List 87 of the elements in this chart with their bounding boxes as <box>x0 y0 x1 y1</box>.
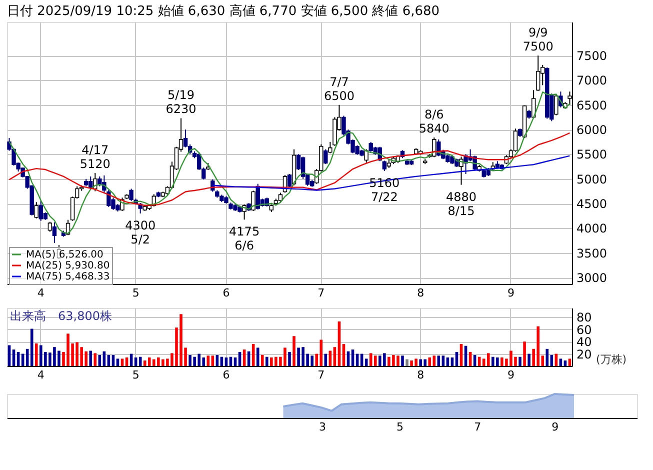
x-tick-label: 9 <box>507 286 514 300</box>
y-tick-label: 7500 <box>576 49 608 64</box>
bar <box>116 358 120 366</box>
candlestick <box>554 94 558 116</box>
bar <box>364 358 368 366</box>
candlestick <box>52 222 57 244</box>
y-tick-label: 4000 <box>576 222 608 236</box>
candlestick <box>382 160 387 172</box>
y-tick-label: 3000 <box>576 271 608 286</box>
y-axis-title: (万株) <box>596 353 627 366</box>
x-tick-label: 5 <box>132 368 140 382</box>
y-tick-label: 6500 <box>576 98 608 112</box>
x-tick-label: 9 <box>507 368 514 382</box>
bar <box>260 355 264 366</box>
bar <box>568 358 572 366</box>
x-tick-label: 8 <box>417 286 424 300</box>
y-tick-label: 7000 <box>576 74 608 88</box>
bar <box>120 358 124 366</box>
x-tick-label: 4 <box>37 368 44 382</box>
bar <box>486 353 490 366</box>
bar <box>256 348 260 366</box>
x-tick-label: 4 <box>37 286 44 300</box>
candlestick <box>287 173 292 188</box>
bar <box>266 356 268 366</box>
candlestick <box>34 202 38 219</box>
x-tick-label: 7 <box>474 420 482 434</box>
annotation: 5/19 6230 <box>166 88 196 116</box>
annotation: 4300 5/2 <box>125 218 156 246</box>
bar <box>8 345 11 366</box>
x-tick-label: 3 <box>319 420 326 434</box>
y-tick-label: 3500 <box>576 246 608 260</box>
bar <box>518 356 522 366</box>
x-tick-label: 5 <box>132 286 140 300</box>
y-tick-label: 20 <box>576 347 592 362</box>
bar <box>328 350 332 366</box>
x-tick-label: 9 <box>552 420 559 434</box>
bar <box>89 350 92 366</box>
candlestick <box>48 221 52 232</box>
bar <box>288 352 291 366</box>
y-tick-label: 5500 <box>576 148 608 162</box>
candlestick <box>328 141 332 154</box>
annotation: 7/7 6500 <box>324 74 354 103</box>
bar <box>528 354 530 366</box>
chart-title: 日付 2025/09/19 10:25 始値 6,630 高値 6,770 安値 6,500 終値 6,680 <box>7 3 440 19</box>
candlestick <box>536 55 540 92</box>
bar <box>292 336 296 366</box>
candlestick <box>251 190 256 212</box>
bar <box>333 347 336 366</box>
y-tick-label: 80 <box>576 310 592 325</box>
bar <box>401 356 404 366</box>
annotation: 9/9 7500 <box>522 26 554 54</box>
x-tick-label: 5 <box>396 420 404 434</box>
bar <box>206 356 210 366</box>
bar <box>442 356 445 366</box>
bar <box>559 358 562 366</box>
line-series <box>8 91 570 234</box>
y-tick-label: 4500 <box>576 197 608 212</box>
candlestick <box>364 148 368 164</box>
candlestick <box>324 148 328 165</box>
bar <box>94 353 97 366</box>
bar <box>211 356 214 366</box>
x-tick-label: 7 <box>318 368 325 382</box>
x-tick-label: 7 <box>318 286 325 300</box>
bar <box>30 328 34 366</box>
annotation: 4/17 5120 <box>80 142 110 171</box>
candlestick <box>459 156 464 186</box>
annotation: 出来高 63,800株 <box>10 309 112 323</box>
annotation: 8/6 5840 <box>418 107 450 136</box>
x-tick-label: 6 <box>222 368 230 382</box>
x-tick-label: 8 <box>417 368 424 382</box>
y-tick-label: 60 <box>576 322 592 337</box>
y-tick-label: 5000 <box>576 172 608 186</box>
y-tick-label: 6000 <box>576 123 608 138</box>
bar <box>523 342 526 366</box>
bar <box>428 357 432 366</box>
legend-label: MA(5) 6,526.00 <box>26 250 104 260</box>
bar <box>406 359 408 366</box>
legend-label: MA(25) 5,930.80 <box>26 260 110 272</box>
bar <box>34 343 38 366</box>
legend-label: MA(75) 5,468.33 <box>26 272 110 282</box>
bar <box>374 356 377 366</box>
y-tick-label: 40 <box>576 335 592 350</box>
bar <box>437 356 440 366</box>
bar <box>546 348 549 366</box>
annotation: 4880 8/15 <box>446 190 477 218</box>
x-tick-label: 6 <box>222 286 230 300</box>
annotation: 4175 6/6 <box>229 224 260 253</box>
